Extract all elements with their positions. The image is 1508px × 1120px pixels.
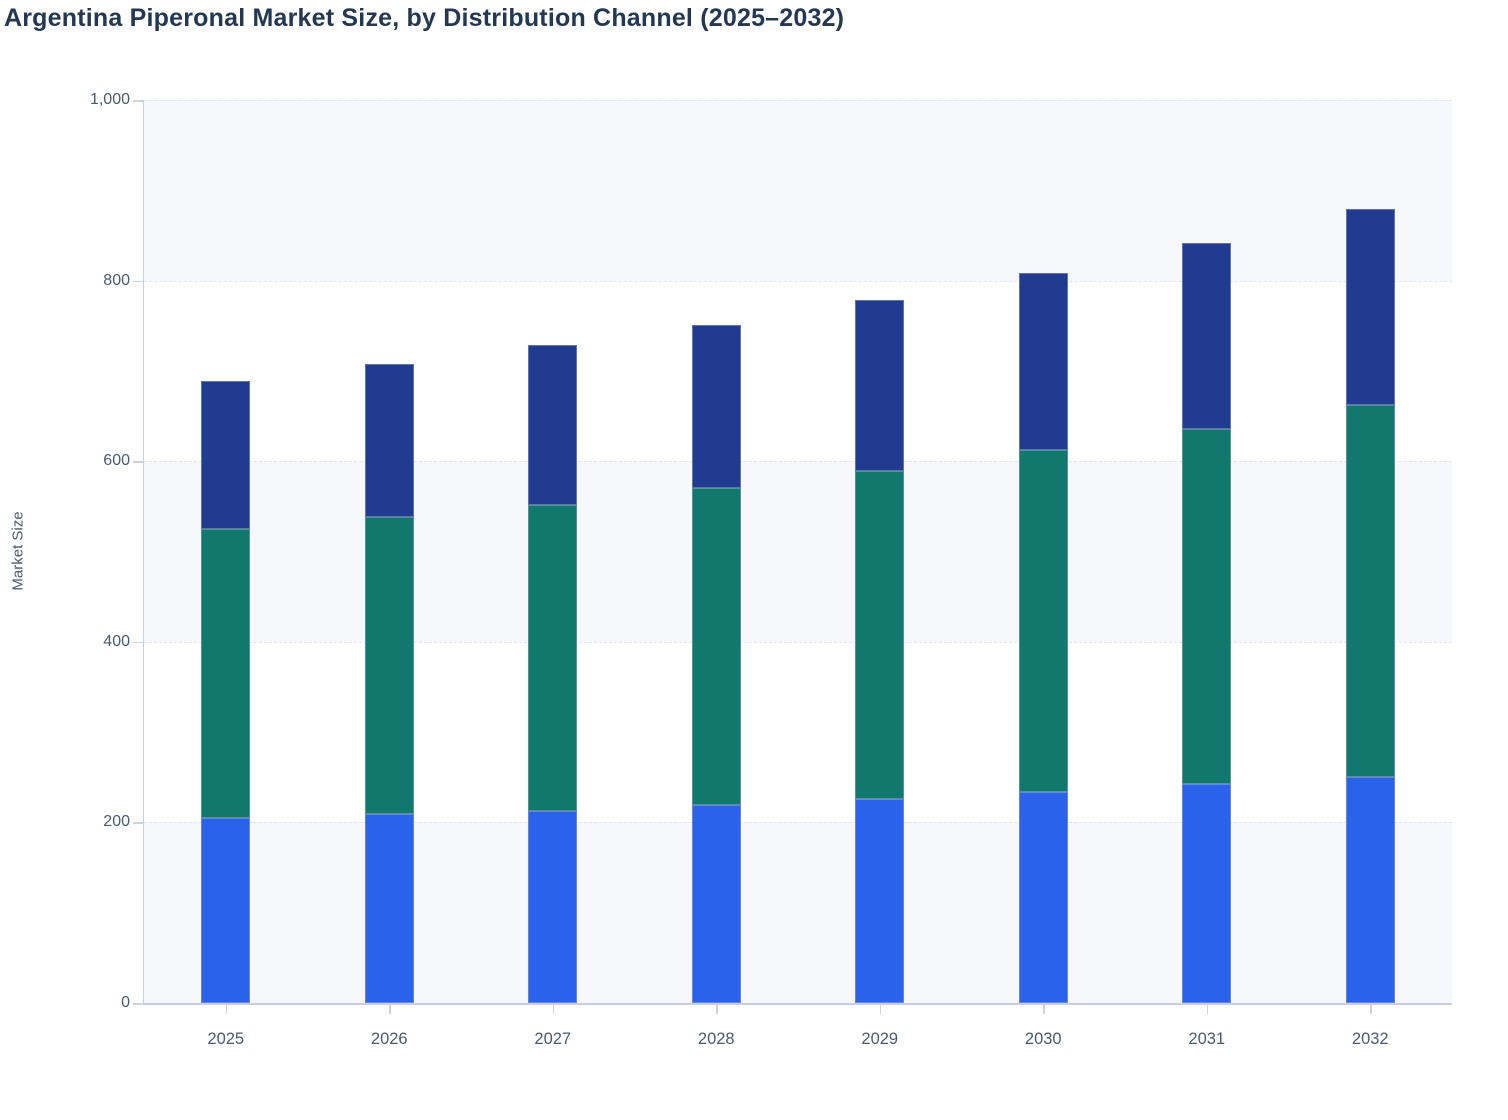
bar-segment-2028-bottom-segment-blue[interactable]	[691, 805, 741, 1003]
bar-segment-2032-top-segment-navy[interactable]	[1345, 209, 1395, 406]
x-tick-label: 2029	[861, 1030, 899, 1048]
bar-segment-2028-top-segment-navy[interactable]	[691, 324, 741, 489]
x-tick-mark	[552, 1005, 555, 1014]
bar-segment-2027-bottom-segment-blue[interactable]	[528, 810, 578, 1003]
y-axis-line	[142, 100, 144, 1003]
y-tick-label: 800	[103, 271, 130, 289]
bar-segment-2027-top-segment-navy[interactable]	[528, 344, 578, 505]
chart-title: Argentina Piperonal Market Size, by Dist…	[4, 4, 845, 32]
bar-segment-2030-middle-segment-teal[interactable]	[1018, 450, 1068, 792]
plot-band	[144, 100, 1452, 281]
x-tick-label: 2027	[534, 1030, 572, 1048]
bar-segment-2031-middle-segment-teal[interactable]	[1182, 428, 1232, 785]
x-tick-mark	[1206, 1005, 1209, 1014]
bar-segment-2025-top-segment-navy[interactable]	[201, 380, 251, 529]
gridline	[144, 280, 1452, 282]
bar-segment-2032-bottom-segment-blue[interactable]	[1345, 777, 1395, 1003]
gridline	[144, 641, 1452, 643]
x-tick-label: 2031	[1188, 1030, 1226, 1048]
x-tick-label: 2026	[370, 1030, 408, 1048]
x-tick-mark	[716, 1005, 718, 1014]
x-tick-label: 2025	[207, 1030, 245, 1048]
x-tick-mark	[1043, 1005, 1045, 1014]
x-tick-label: 2030	[1024, 1030, 1062, 1048]
y-tick-label: 200	[103, 813, 130, 831]
x-tick-label: 2028	[697, 1030, 735, 1048]
bar-segment-2026-top-segment-navy[interactable]	[364, 363, 414, 518]
bar-segment-2031-top-segment-navy[interactable]	[1182, 242, 1232, 429]
bar-segment-2026-bottom-segment-blue[interactable]	[364, 814, 414, 1003]
bar-segment-2030-bottom-segment-blue[interactable]	[1018, 791, 1068, 1003]
x-tick-mark	[225, 1005, 228, 1014]
y-tick-mark	[133, 280, 143, 283]
bar-segment-2031-bottom-segment-blue[interactable]	[1182, 784, 1232, 1003]
y-tick-label: 0	[121, 994, 130, 1011]
x-tick-label: 2032	[1351, 1030, 1389, 1048]
plot-band	[144, 822, 1452, 1003]
y-tick-mark	[133, 822, 143, 824]
y-tick-label: 600	[103, 452, 130, 470]
x-axis-line	[142, 1003, 1452, 1005]
plot-band	[144, 461, 1452, 642]
x-tick-mark	[389, 1005, 391, 1014]
bar-segment-2025-bottom-segment-blue[interactable]	[201, 817, 251, 1003]
y-tick-label: 1,000	[89, 91, 130, 108]
bar-segment-2028-middle-segment-teal[interactable]	[691, 488, 741, 806]
gridline	[144, 822, 1452, 824]
x-tick-mark	[879, 1005, 882, 1014]
y-axis-title: Market Size	[9, 511, 27, 591]
bar-segment-2029-middle-segment-teal[interactable]	[855, 471, 905, 799]
gridline	[144, 100, 1452, 101]
bar-segment-2027-middle-segment-teal[interactable]	[528, 504, 578, 811]
bar-segment-2029-top-segment-navy[interactable]	[855, 300, 905, 472]
bar-segment-2029-bottom-segment-blue[interactable]	[855, 798, 905, 1003]
y-tick-mark	[133, 641, 143, 644]
bar-segment-2032-middle-segment-teal[interactable]	[1345, 405, 1395, 778]
plot-area	[144, 100, 1452, 1003]
y-tick-label: 400	[103, 632, 130, 650]
gridline	[144, 461, 1452, 463]
bar-segment-2030-top-segment-navy[interactable]	[1018, 273, 1068, 451]
y-tick-mark	[133, 461, 143, 463]
x-tick-mark	[1370, 1005, 1372, 1014]
y-tick-mark	[133, 100, 143, 102]
y-tick-mark	[133, 1003, 143, 1005]
bar-segment-2026-middle-segment-teal[interactable]	[364, 517, 414, 815]
bar-segment-2025-middle-segment-teal[interactable]	[201, 528, 251, 818]
